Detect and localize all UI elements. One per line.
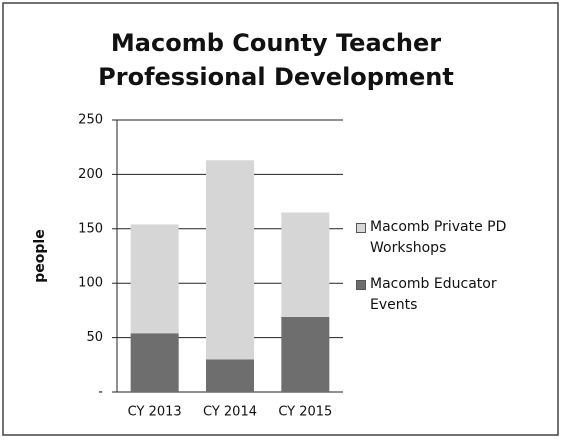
legend-swatch <box>356 222 366 233</box>
bar-segment <box>206 359 254 392</box>
bar-segment <box>281 212 330 317</box>
bar-segment <box>130 333 179 392</box>
legend-item: Macomb Private PD Workshops <box>356 217 556 259</box>
x-tick-label: CY 2015 <box>278 405 332 420</box>
x-tick-label: CY 2014 <box>203 405 257 420</box>
bar-segment <box>130 224 179 334</box>
y-tick-label: 150 <box>78 221 103 236</box>
y-axis-label: people <box>32 229 48 282</box>
chart-title: Macomb County Teacher <box>111 29 441 57</box>
bar-segment <box>206 160 254 360</box>
y-tick-label: 50 <box>86 330 103 345</box>
legend-label: Macomb Private PD Workshops <box>370 218 507 256</box>
legend-item: Macomb Educator Events <box>356 274 556 316</box>
chart-title: Professional Development <box>98 63 454 91</box>
y-tick-label: 100 <box>78 276 103 291</box>
legend-label: Macomb Educator Events <box>370 275 497 313</box>
y-tick-label: 250 <box>78 113 103 128</box>
chart-border <box>2 2 559 436</box>
y-tick-label: 200 <box>78 167 103 182</box>
y-tick-label: - <box>98 385 103 400</box>
x-tick-label: CY 2013 <box>128 405 182 420</box>
legend-swatch <box>356 279 366 290</box>
bar-segment <box>281 316 330 392</box>
